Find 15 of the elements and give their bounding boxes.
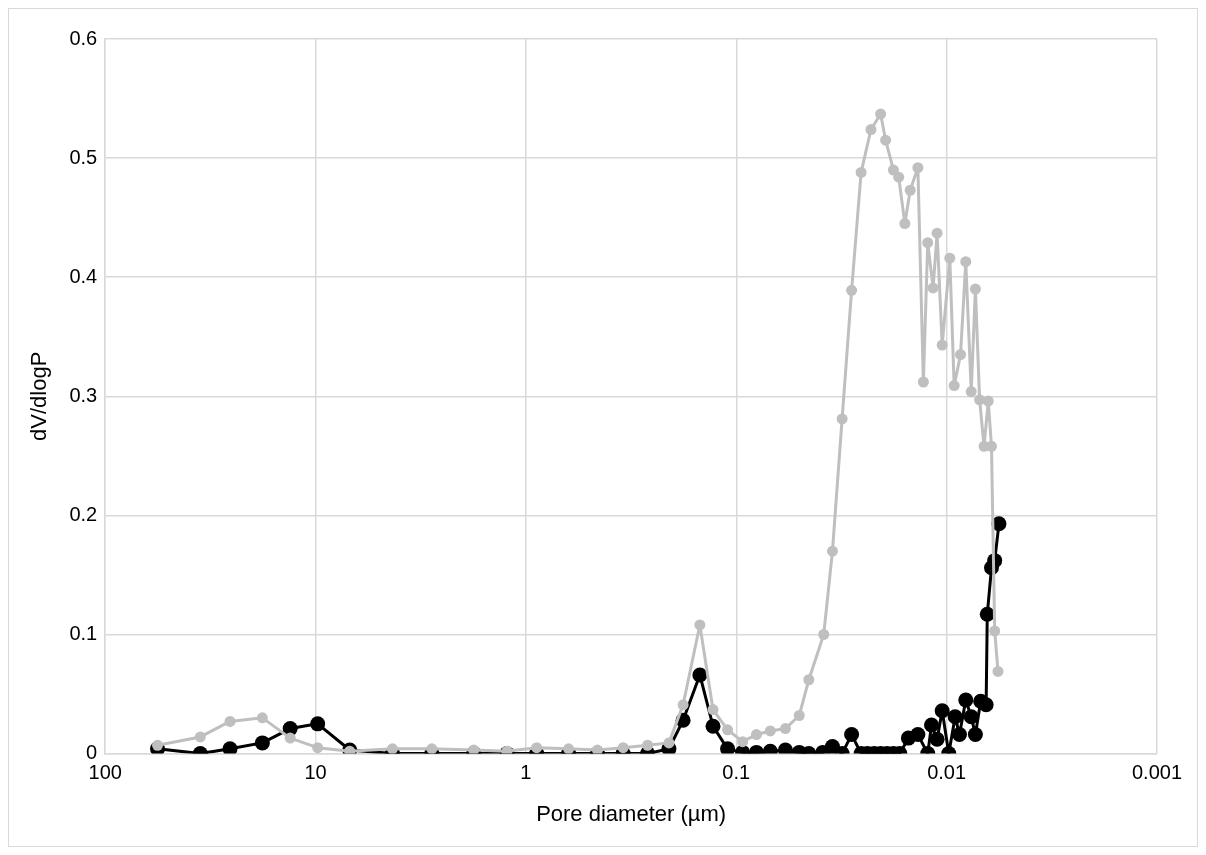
- x-tick-label: 1: [520, 761, 532, 784]
- y-tick-label: 0.1: [69, 622, 98, 645]
- y-tick-label: 0.3: [69, 383, 98, 406]
- y-tick-label: 0.5: [69, 145, 98, 168]
- x-tick-label: 10: [304, 761, 327, 784]
- x-tick-label: 100: [88, 761, 122, 784]
- x-tick-label: 0.01: [927, 761, 967, 784]
- y-tick-label: 0: [86, 741, 98, 764]
- y-tick-label: 0.6: [69, 26, 98, 49]
- x-tick-label: 0.001: [1131, 761, 1183, 784]
- y-tick-label: 0.2: [69, 502, 98, 525]
- x-tick-label: 0.1: [722, 761, 751, 784]
- y-axis-title: dV/dlogP: [26, 351, 52, 441]
- x-axis-title: Pore diameter (µm): [536, 800, 727, 826]
- y-tick-label: 0.4: [69, 264, 98, 287]
